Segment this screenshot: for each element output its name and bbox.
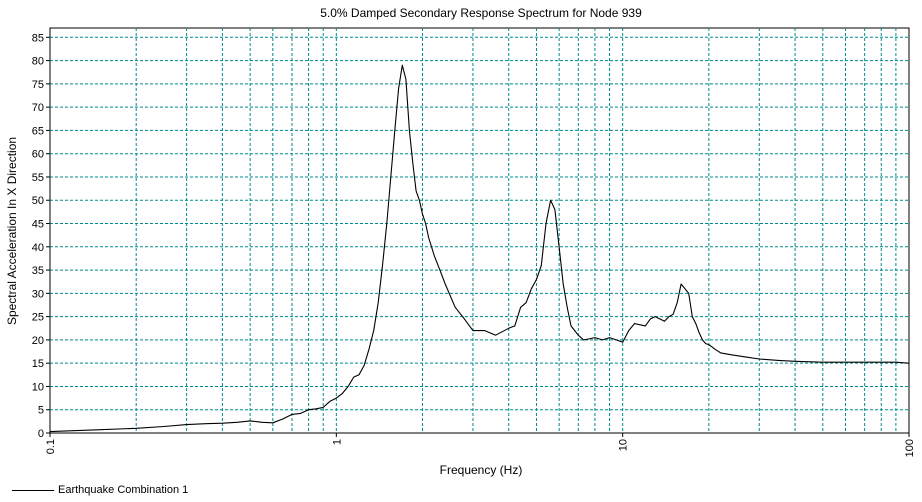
y-axis-label: Spectral Acceleration In X Direction <box>5 137 19 325</box>
chart-title: 5.0% Damped Secondary Response Spectrum … <box>320 6 642 20</box>
x-tick-label: 100 <box>904 439 916 457</box>
grid-layer <box>49 27 910 434</box>
y-tick-label: 70 <box>32 102 44 114</box>
x-tick-label: 0.1 <box>45 439 57 454</box>
legend-line-swatch <box>12 489 54 491</box>
y-tick-label: 0 <box>38 428 44 440</box>
y-tick-label: 15 <box>32 358 44 370</box>
legend-label: Earthquake Combination 1 <box>58 484 189 496</box>
y-tick-label: 20 <box>32 335 44 347</box>
y-tick-label: 60 <box>32 149 44 161</box>
y-tick-label: 5 <box>38 405 44 417</box>
tick-layer: 0 5 10 15 20 25 30 35 40 45 50 55 60 65 70 75 80 85 0.1 1 10… <box>32 32 916 457</box>
y-tick-label: 65 <box>32 125 44 137</box>
plot-frame <box>49 27 910 434</box>
y-tick-label: 30 <box>32 288 44 300</box>
y-tick-label: 80 <box>32 56 44 68</box>
series-layer <box>49 64 910 433</box>
y-tick-label: 45 <box>32 219 44 231</box>
y-tick-label: 85 <box>32 32 44 44</box>
y-tick-label: 75 <box>32 79 44 91</box>
y-tick-label: 35 <box>32 265 44 277</box>
y-tick-label: 10 <box>32 381 44 393</box>
x-tick-label: 10 <box>618 439 630 451</box>
legend: Earthquake Combination 1 <box>12 484 188 496</box>
x-tick-label: 1 <box>331 439 343 445</box>
y-tick-label: 55 <box>32 172 44 184</box>
y-tick-label: 25 <box>32 312 44 324</box>
y-tick-label: 50 <box>32 195 44 207</box>
y-tick-label: 40 <box>32 242 44 254</box>
series-line-earthquake-combination-1 <box>49 64 910 433</box>
x-axis-label: Frequency (Hz) <box>440 463 523 477</box>
